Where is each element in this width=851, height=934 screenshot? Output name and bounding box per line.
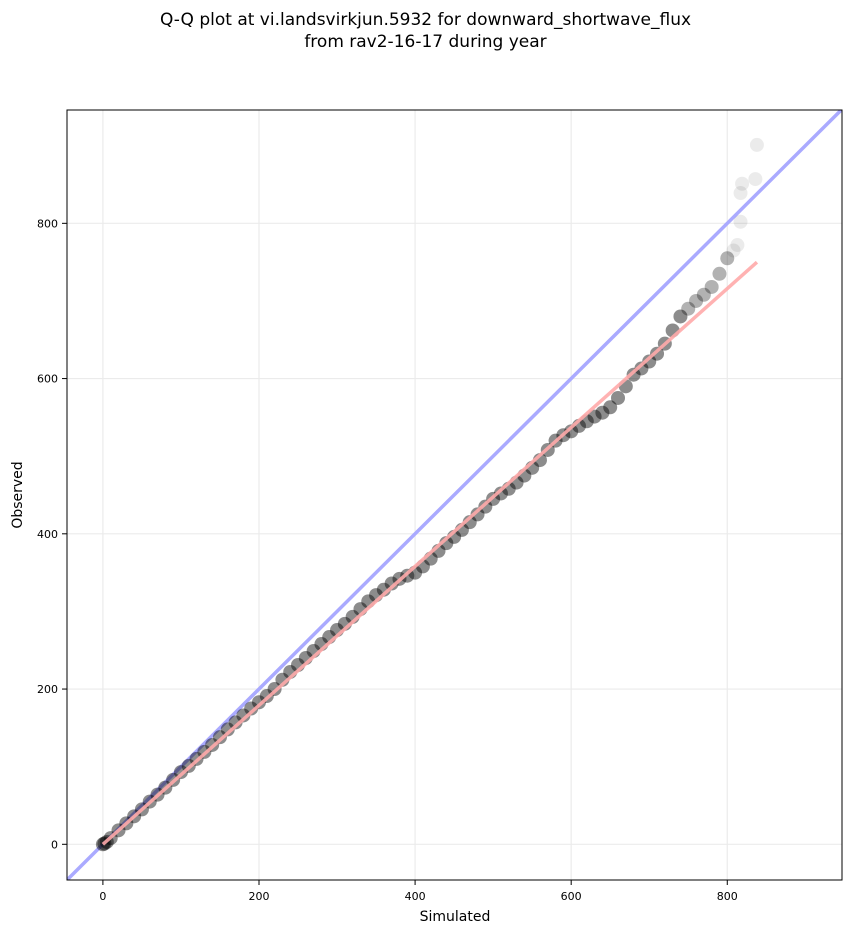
data-point — [603, 400, 618, 415]
data-point — [228, 715, 243, 730]
data-point — [726, 243, 741, 258]
data-point — [493, 486, 508, 501]
x-axis-label: Simulated — [420, 909, 491, 925]
data-point — [748, 172, 763, 187]
data-point — [673, 309, 688, 324]
y-tick-label: 200 — [37, 683, 58, 696]
chart-title-line2: from rav2-16-17 during year — [304, 32, 547, 52]
data-point — [220, 722, 235, 737]
y-axis-label: Observed — [10, 461, 26, 528]
data-point — [470, 507, 485, 522]
data-point — [595, 405, 610, 420]
plot-frame — [66, 109, 843, 881]
data-point — [735, 176, 750, 191]
data-point — [634, 361, 649, 376]
data-point — [478, 499, 493, 514]
data-point — [626, 367, 641, 382]
x-tick-label: 200 — [248, 890, 269, 903]
data-point — [733, 214, 748, 229]
data-point — [642, 354, 657, 369]
data-point — [244, 701, 259, 716]
data-point — [730, 238, 745, 253]
fit-line — [101, 260, 759, 846]
y-tick-label: 0 — [51, 838, 58, 851]
plot-content — [67, 110, 842, 880]
data-point — [212, 730, 227, 745]
y-tick-label: 600 — [37, 373, 58, 386]
x-tick-label: 0 — [99, 890, 106, 903]
data-point — [611, 390, 626, 405]
data-point — [720, 251, 735, 266]
data-point — [704, 279, 719, 294]
data-point — [696, 287, 711, 302]
data-point — [733, 186, 748, 201]
identity-line — [67, 110, 842, 880]
x-tick-label: 600 — [561, 890, 582, 903]
data-point — [712, 266, 727, 281]
y-tick-label: 800 — [37, 217, 58, 230]
data-point — [749, 137, 764, 152]
y-tick-label: 400 — [37, 528, 58, 541]
x-tick-label: 400 — [405, 890, 426, 903]
data-point — [681, 301, 696, 316]
data-point — [564, 424, 579, 439]
data-point — [251, 695, 266, 710]
chart-title-line1: Q-Q plot at vi.landsvirkjun.5932 for dow… — [159, 10, 692, 30]
data-point — [587, 409, 602, 424]
x-tick-label: 800 — [717, 890, 738, 903]
data-point — [236, 708, 251, 723]
data-point — [384, 576, 399, 591]
data-point — [689, 293, 704, 308]
